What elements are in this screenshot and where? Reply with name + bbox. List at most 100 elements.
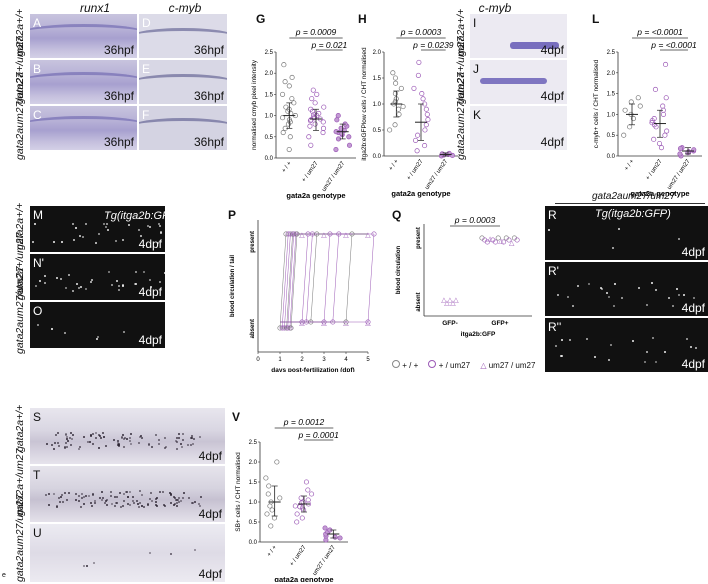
p-value: p = 0.0003: [400, 27, 442, 37]
sb-cell: [62, 500, 65, 503]
gfp-cell: [127, 224, 130, 227]
sb-cell: [169, 493, 172, 496]
data-point: △: [365, 232, 371, 239]
data-point: [630, 116, 636, 122]
gfp-cell: [159, 231, 162, 233]
gfp-cell: [121, 284, 124, 287]
stage-O: 4dpf: [138, 333, 162, 347]
sb-cell: [121, 434, 124, 437]
data-point: △: [509, 240, 515, 247]
sb-cell: [162, 503, 165, 506]
data-point: [627, 124, 633, 130]
data-point: [292, 503, 298, 509]
label-C: C: [33, 108, 42, 122]
data-point: [660, 103, 666, 109]
sb-cell: [164, 446, 167, 449]
sb-cell: [102, 496, 105, 499]
y-tick-label: 1.5: [373, 76, 382, 82]
sb-cell: [191, 501, 194, 504]
gfp-cell: [571, 304, 574, 307]
x-tick-label: 3: [322, 357, 326, 363]
panel-R2: R'' 4dpf: [545, 318, 708, 372]
gfp-cell: [617, 227, 620, 230]
gfp-cell: [682, 294, 685, 297]
sb-cell: [82, 502, 85, 505]
y-tick-label: 0.0: [607, 154, 616, 160]
sb-cell: [154, 498, 157, 501]
sb-cell: [98, 433, 101, 436]
sb-cell: [177, 500, 180, 503]
data-point: [282, 79, 288, 85]
data-point: △: [299, 320, 305, 327]
p-value: p = 0.0012: [283, 417, 325, 427]
data-point: [287, 119, 293, 125]
runx1-header: runx1: [79, 1, 111, 15]
data-point: [413, 137, 419, 143]
sb-cell: [45, 494, 48, 497]
gfp-cell: [676, 288, 679, 291]
sb-cell: [157, 443, 160, 446]
gfp-cell: [105, 225, 108, 228]
x-axis-label: gata2a genotype: [391, 189, 450, 198]
sb-cell: [143, 506, 146, 509]
x-tick-label: GFP+: [491, 320, 508, 327]
x-tick-label: 1: [278, 357, 282, 363]
label-B: B: [33, 62, 42, 76]
stage-C: 36hpf: [103, 135, 134, 149]
sb-cell: [131, 496, 134, 499]
data-point: [495, 235, 501, 241]
y-tick-label: 1.5: [265, 92, 274, 98]
data-point: [652, 86, 659, 92]
sb-cell: [54, 434, 57, 437]
gfp-cell: [73, 239, 76, 242]
sb-cell: [199, 436, 202, 439]
x-tick-label: 5: [366, 357, 370, 363]
data-point: [628, 99, 634, 105]
sb-cell: [90, 434, 93, 437]
sb-cell: [183, 492, 186, 495]
data-point: [501, 239, 507, 245]
gfp-cell: [620, 297, 623, 300]
gfp-cell: [78, 235, 81, 238]
label-J: J: [473, 62, 479, 76]
sb-cell: [56, 506, 59, 509]
data-point: [514, 237, 520, 243]
data-point: [288, 325, 294, 331]
gfp-cell: [594, 356, 597, 358]
sb-cell: [113, 505, 116, 507]
y-cat-absent: absent: [416, 292, 422, 311]
sb-cell: [139, 489, 142, 492]
legend-hom-icon: △: [480, 361, 487, 370]
data-point: [266, 483, 272, 489]
sb-cell: [111, 502, 114, 505]
sb-cell: [175, 437, 178, 440]
sb-cell: [60, 495, 63, 498]
sb-cell: [98, 435, 101, 438]
gfp-cell: [686, 337, 689, 340]
geno-label-C: gata2aum27/um27: [14, 72, 26, 160]
gfp-cell: [606, 291, 609, 294]
sb-cell: [66, 445, 69, 448]
sb-cell: [102, 432, 105, 435]
label-N: N': [33, 256, 44, 270]
sb-cell: [175, 439, 178, 442]
x-tick-label: + / um27: [406, 158, 425, 181]
sb-cell: [132, 500, 135, 503]
data-point: [280, 130, 286, 136]
x-tick-label: um27 / um27: [312, 544, 337, 577]
panel-M: M 4dpf: [30, 206, 165, 252]
panel-D: D 36hpf: [139, 14, 227, 58]
data-point: △: [343, 320, 349, 327]
gfp-cell: [116, 279, 119, 282]
data-point: [622, 107, 628, 113]
sb-cell: [89, 502, 92, 505]
data-point: [321, 104, 327, 110]
data-point: [314, 91, 320, 97]
sb-cell: [118, 445, 121, 448]
sb-cell: [174, 499, 177, 502]
sb-cell: [151, 446, 154, 449]
data-point: [398, 85, 404, 91]
data-point: [506, 237, 512, 243]
y-tick-label: 0.0: [249, 540, 258, 546]
sb-cell: [66, 438, 69, 441]
